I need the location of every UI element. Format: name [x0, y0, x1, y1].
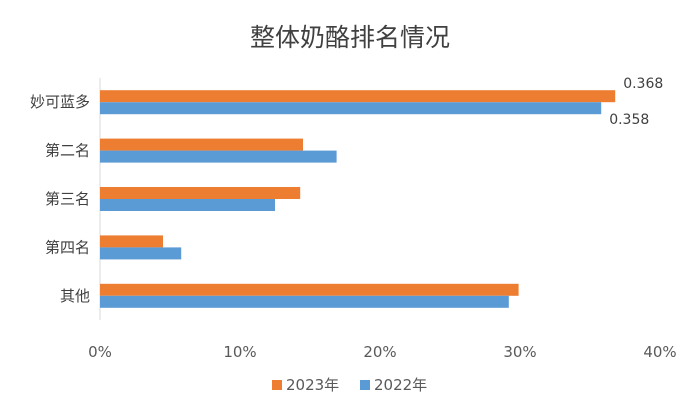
legend-swatch [360, 380, 370, 390]
data-label: 0.368 [623, 76, 663, 92]
legend-swatch [272, 380, 282, 390]
bar-series-2 [100, 199, 275, 211]
x-tick-label: 40% [643, 343, 676, 361]
bar-series-2 [100, 295, 509, 308]
category-label: 第二名 [45, 142, 90, 160]
legend-label: 2023年 [286, 376, 339, 394]
data-label: 0.358 [609, 112, 649, 128]
bar-series-2 [100, 102, 602, 115]
category-label: 其他 [60, 287, 90, 305]
bar-series-1 [100, 90, 616, 103]
x-tick-label: 10% [223, 343, 256, 361]
category-label: 妙可蓝多 [30, 93, 90, 111]
x-tick-label: 30% [503, 343, 536, 361]
category-label: 第四名 [45, 238, 90, 256]
bar-series-1 [100, 138, 303, 151]
bar-series-1 [100, 187, 301, 199]
category-label: 第三名 [45, 190, 90, 208]
bar-series-2 [100, 247, 182, 260]
x-tick-label: 0% [88, 343, 112, 361]
bar-series-1 [100, 283, 519, 296]
bar-series-2 [100, 150, 337, 163]
chart-title: 整体奶酪排名情况 [249, 23, 450, 52]
bar-series-1 [100, 235, 163, 248]
legend-label: 2022年 [374, 376, 427, 394]
x-tick-label: 20% [363, 343, 396, 361]
